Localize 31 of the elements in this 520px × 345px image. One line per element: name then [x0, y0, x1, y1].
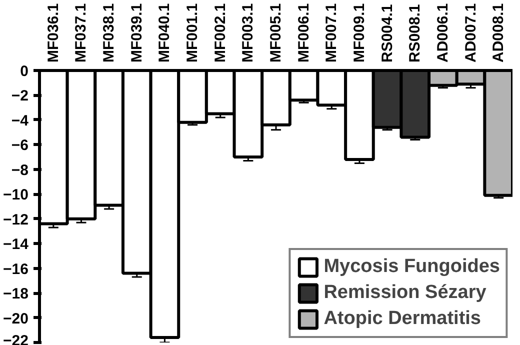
x-tick-label: MF001.1	[184, 3, 202, 62]
x-tick-label: AD006.1	[434, 3, 452, 62]
x-tick-label: MF039.1	[128, 3, 146, 62]
y-tick-label: −4	[11, 112, 30, 130]
x-tick-label: MF009.1	[350, 3, 368, 62]
y-tick-label: −10	[3, 186, 29, 204]
legend-label: Atopic Dermatitis	[324, 308, 481, 330]
legend-label: Remission Sézary	[324, 282, 486, 304]
x-tick-label: RS004.1	[378, 4, 396, 62]
x-tick-label: MF038.1	[100, 3, 118, 62]
x-tick-label: MF037.1	[72, 3, 90, 62]
y-tick-label: −8	[11, 162, 29, 179]
y-tick-label: −16	[3, 260, 29, 278]
y-tick-label: −2	[11, 88, 29, 105]
y-tick-label: −14	[3, 236, 30, 254]
x-tick-label: MF036.1	[44, 3, 62, 62]
x-tick-label: MF040.1	[156, 3, 174, 62]
y-tick-label: −18	[3, 286, 29, 303]
x-tick-label: MF002.1	[212, 3, 229, 62]
x-tick-label: MF005.1	[268, 3, 284, 62]
y-tick-label: −12	[3, 211, 29, 228]
x-tick-label: RS008.1	[406, 4, 424, 62]
y-tick-label: −20	[3, 310, 29, 328]
y-tick-label: 0	[20, 63, 28, 80]
x-tick-label: MF003.1	[240, 3, 257, 62]
y-tick-label: −6	[11, 137, 29, 154]
x-tick-label: MF006.1	[295, 3, 312, 62]
legend-label: Mycosis Fungoides	[324, 256, 500, 278]
x-tick-label: AD007.1	[462, 3, 480, 62]
x-tick-label: AD008.1	[490, 3, 508, 62]
x-tick-label: MF007.1	[323, 3, 340, 62]
